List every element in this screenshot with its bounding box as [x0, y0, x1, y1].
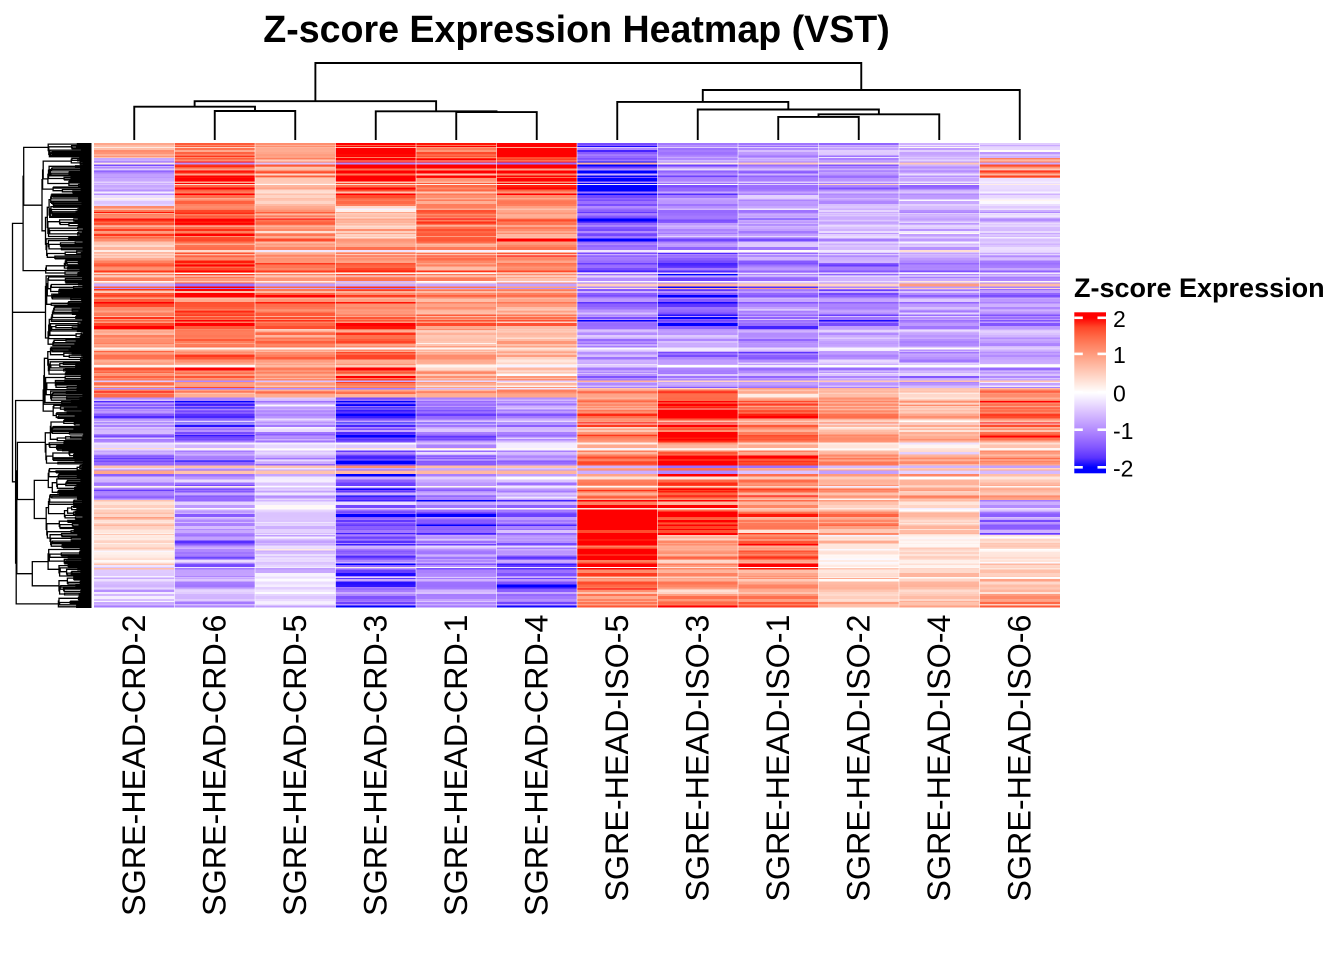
- svg-text:SGRE-HEAD-ISO-6: SGRE-HEAD-ISO-6: [1001, 615, 1037, 902]
- svg-text:SGRE-HEAD-CRD-5: SGRE-HEAD-CRD-5: [277, 615, 313, 916]
- svg-text:-1: -1: [1113, 418, 1133, 444]
- svg-text:SGRE-HEAD-CRD-6: SGRE-HEAD-CRD-6: [196, 615, 232, 916]
- svg-text:SGRE-HEAD-CRD-4: SGRE-HEAD-CRD-4: [518, 614, 554, 915]
- svg-text:SGRE-HEAD-ISO-4: SGRE-HEAD-ISO-4: [921, 614, 957, 901]
- svg-text:Z-score Expression Heatmap (VS: Z-score Expression Heatmap (VST): [263, 8, 889, 50]
- svg-text:SGRE-HEAD-CRD-1: SGRE-HEAD-CRD-1: [438, 615, 474, 916]
- svg-text:SGRE-HEAD-ISO-5: SGRE-HEAD-ISO-5: [599, 615, 635, 902]
- svg-text:SGRE-HEAD-ISO-2: SGRE-HEAD-ISO-2: [840, 615, 876, 902]
- svg-text:SGRE-HEAD-ISO-1: SGRE-HEAD-ISO-1: [760, 615, 796, 902]
- svg-text:1: 1: [1113, 342, 1126, 368]
- svg-text:Z-score Expression: Z-score Expression: [1074, 273, 1325, 303]
- svg-text:2: 2: [1113, 306, 1126, 332]
- svg-text:0: 0: [1113, 380, 1126, 406]
- svg-text:SGRE-HEAD-CRD-3: SGRE-HEAD-CRD-3: [357, 615, 393, 916]
- svg-text:SGRE-HEAD-CRD-2: SGRE-HEAD-CRD-2: [116, 615, 152, 916]
- svg-text:SGRE-HEAD-ISO-3: SGRE-HEAD-ISO-3: [679, 615, 715, 902]
- svg-text:-2: -2: [1113, 456, 1133, 482]
